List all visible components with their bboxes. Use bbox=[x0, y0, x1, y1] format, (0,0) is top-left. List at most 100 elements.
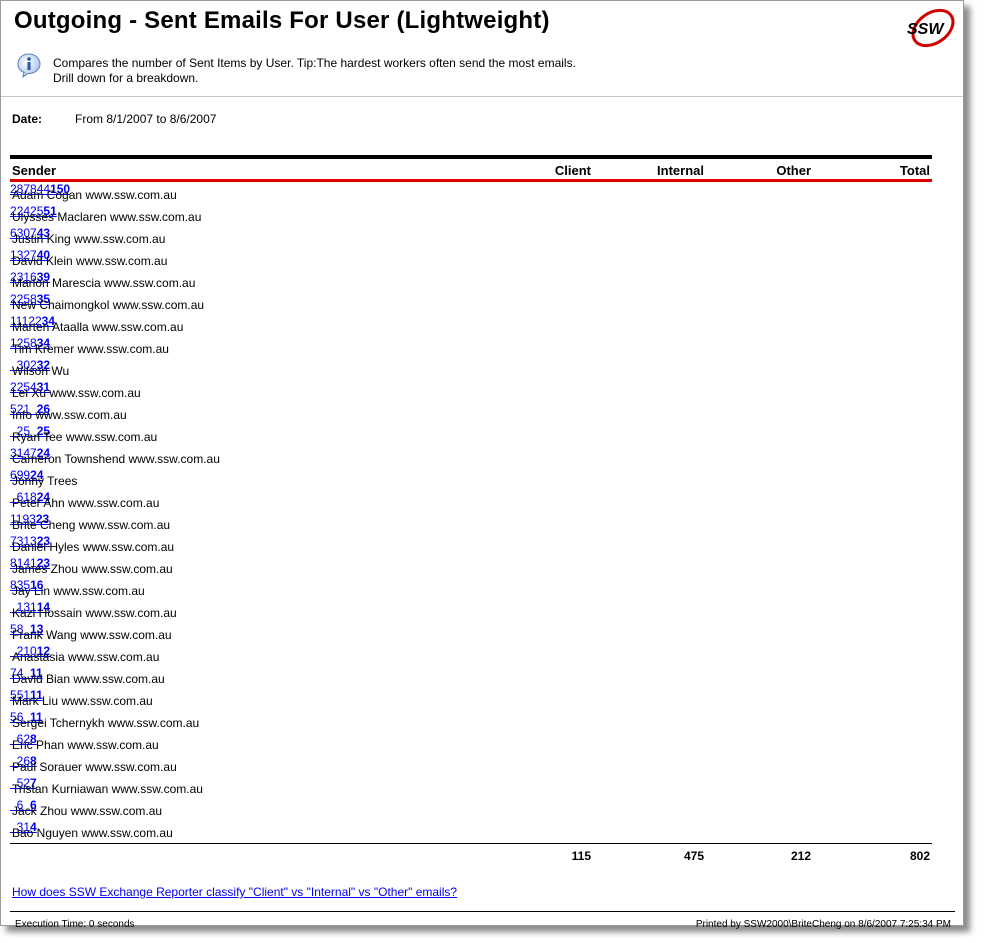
internal-count-link[interactable]: 5 bbox=[16, 688, 24, 702]
client-count-link[interactable]: 5 bbox=[10, 710, 17, 724]
total-count-link[interactable]: 7 bbox=[30, 776, 37, 790]
internal-count-link[interactable]: 2 bbox=[16, 644, 24, 658]
other-count-link[interactable]: 1 bbox=[30, 600, 37, 614]
internal-count-link[interactable]: 6 bbox=[16, 732, 24, 746]
total-count-link[interactable]: 8 bbox=[30, 754, 37, 768]
internal-count-link[interactable]: 24 bbox=[16, 204, 31, 218]
other-count-link[interactable]: 1 bbox=[23, 820, 31, 834]
other-count-link[interactable]: 7 bbox=[30, 226, 37, 240]
client-count-link[interactable]: 2 bbox=[10, 204, 17, 218]
internal-count-link[interactable]: 6 bbox=[16, 490, 24, 504]
internal-count-link[interactable]: 14 bbox=[16, 556, 31, 570]
internal-count-link[interactable]: 25 bbox=[16, 336, 31, 350]
internal-count-link[interactable]: 9 bbox=[16, 468, 24, 482]
total-count-link[interactable]: 35 bbox=[36, 292, 51, 306]
client-count-link[interactable]: 8 bbox=[10, 578, 17, 592]
total-count-link[interactable]: 16 bbox=[30, 578, 44, 592]
other-count-link[interactable]: 6 bbox=[30, 270, 37, 284]
total-count-link[interactable]: 11 bbox=[30, 666, 43, 680]
total-count-link[interactable]: 26 bbox=[36, 402, 51, 416]
total-count-link[interactable]: 4 bbox=[30, 820, 37, 834]
internal-count-link[interactable]: 11 bbox=[15, 314, 29, 328]
classify-help-link[interactable]: How does SSW Exchange Reporter classify … bbox=[12, 885, 458, 899]
other-count-link[interactable]: 1 bbox=[30, 556, 37, 570]
internal-count-link[interactable]: 25 bbox=[16, 424, 31, 438]
internal-count-link[interactable]: 9 bbox=[22, 512, 30, 526]
other-count-link[interactable]: 5 bbox=[23, 578, 31, 592]
internal-count-link[interactable]: 31 bbox=[16, 270, 31, 284]
total-count-link[interactable]: 11 bbox=[30, 688, 43, 702]
total-count-link[interactable]: 31 bbox=[36, 380, 51, 394]
client-count-link[interactable]: 6 bbox=[10, 226, 17, 240]
other-count-link[interactable]: 2 bbox=[30, 358, 37, 372]
other-count-link[interactable]: 10 bbox=[23, 644, 37, 658]
total-count-link[interactable]: 24 bbox=[30, 468, 44, 482]
client-count-link[interactable]: 2 bbox=[10, 270, 17, 284]
other-count-link[interactable]: 22 bbox=[28, 314, 42, 328]
other-count-link[interactable]: 25 bbox=[30, 204, 44, 218]
other-count-link[interactable]: 6 bbox=[23, 754, 31, 768]
internal-count-link[interactable]: 6 bbox=[16, 710, 24, 724]
client-count-link[interactable]: 8 bbox=[10, 556, 17, 570]
internal-count-link[interactable]: 30 bbox=[16, 358, 31, 372]
other-count-link[interactable]: 4 bbox=[30, 380, 37, 394]
total-count-link[interactable]: 8 bbox=[30, 732, 37, 746]
total-count-link[interactable]: 24 bbox=[36, 446, 51, 460]
internal-count-link[interactable]: 3 bbox=[16, 578, 24, 592]
other-count-link[interactable]: 8 bbox=[30, 336, 37, 350]
internal-count-link[interactable]: 32 bbox=[16, 248, 31, 262]
client-count-link[interactable]: 2 bbox=[10, 292, 17, 306]
internal-count-link[interactable]: 30 bbox=[16, 226, 31, 240]
client-count-link[interactable]: 3 bbox=[10, 446, 17, 460]
other-count-link[interactable]: 2 bbox=[23, 776, 31, 790]
other-count-link[interactable]: 13 bbox=[23, 534, 37, 548]
client-count-link[interactable]: 7 bbox=[10, 666, 17, 680]
client-count-link[interactable]: 6 bbox=[10, 468, 17, 482]
client-count-link[interactable]: 5 bbox=[10, 402, 17, 416]
internal-count-link[interactable]: 25 bbox=[16, 292, 31, 306]
client-count-link[interactable]: 5 bbox=[10, 622, 17, 636]
other-count-link[interactable]: 1 bbox=[23, 688, 31, 702]
internal-count-link[interactable]: 3 bbox=[16, 534, 24, 548]
internal-count-link[interactable]: 4 bbox=[16, 666, 24, 680]
internal-count-link[interactable]: 2 bbox=[16, 754, 24, 768]
client-count-link[interactable]: 1 bbox=[10, 336, 17, 350]
client-count-link[interactable]: 11 bbox=[10, 512, 23, 526]
internal-count-link[interactable]: 3 bbox=[16, 820, 24, 834]
internal-count-link[interactable]: 25 bbox=[16, 380, 31, 394]
total-count-link[interactable]: 150 bbox=[50, 182, 71, 196]
client-count-link[interactable]: 1 bbox=[10, 314, 16, 328]
total-count-link[interactable]: 24 bbox=[36, 490, 51, 504]
total-count-link[interactable]: 34 bbox=[41, 314, 55, 328]
total-count-link[interactable]: 51 bbox=[43, 204, 57, 218]
client-count-link[interactable]: 28 bbox=[10, 182, 24, 196]
other-count-link[interactable]: 7 bbox=[30, 248, 37, 262]
total-count-link[interactable]: 39 bbox=[36, 270, 51, 284]
internal-count-link[interactable]: 5 bbox=[16, 776, 24, 790]
internal-count-link[interactable]: 13 bbox=[16, 600, 31, 614]
client-count-link[interactable]: 5 bbox=[10, 688, 17, 702]
other-count-link[interactable]: 44 bbox=[36, 182, 51, 196]
internal-count-link[interactable]: 14 bbox=[16, 446, 31, 460]
total-count-link[interactable]: 6 bbox=[30, 798, 37, 812]
client-count-link[interactable]: 2 bbox=[10, 380, 17, 394]
other-count-link[interactable]: 7 bbox=[30, 446, 37, 460]
other-count-link[interactable]: 18 bbox=[23, 490, 37, 504]
internal-count-link[interactable]: 21 bbox=[16, 402, 31, 416]
total-count-link[interactable]: 43 bbox=[36, 226, 51, 240]
total-count-link[interactable]: 13 bbox=[30, 622, 44, 636]
total-count-link[interactable]: 40 bbox=[36, 248, 51, 262]
other-count-link[interactable]: 9 bbox=[23, 468, 31, 482]
internal-count-link[interactable]: 6 bbox=[16, 798, 24, 812]
total-count-link[interactable]: 25 bbox=[36, 424, 51, 438]
internal-count-link[interactable]: 8 bbox=[16, 622, 24, 636]
other-count-link[interactable]: 8 bbox=[30, 292, 37, 306]
total-count-link[interactable]: 32 bbox=[36, 358, 51, 372]
internal-count-link[interactable]: 78 bbox=[23, 182, 37, 196]
total-count-link[interactable]: 14 bbox=[36, 600, 51, 614]
total-count-link[interactable]: 12 bbox=[36, 644, 51, 658]
total-count-link[interactable]: 11 bbox=[30, 710, 43, 724]
total-count-link[interactable]: 34 bbox=[36, 336, 51, 350]
client-count-link[interactable]: 1 bbox=[10, 248, 17, 262]
total-count-link[interactable]: 23 bbox=[36, 534, 51, 548]
